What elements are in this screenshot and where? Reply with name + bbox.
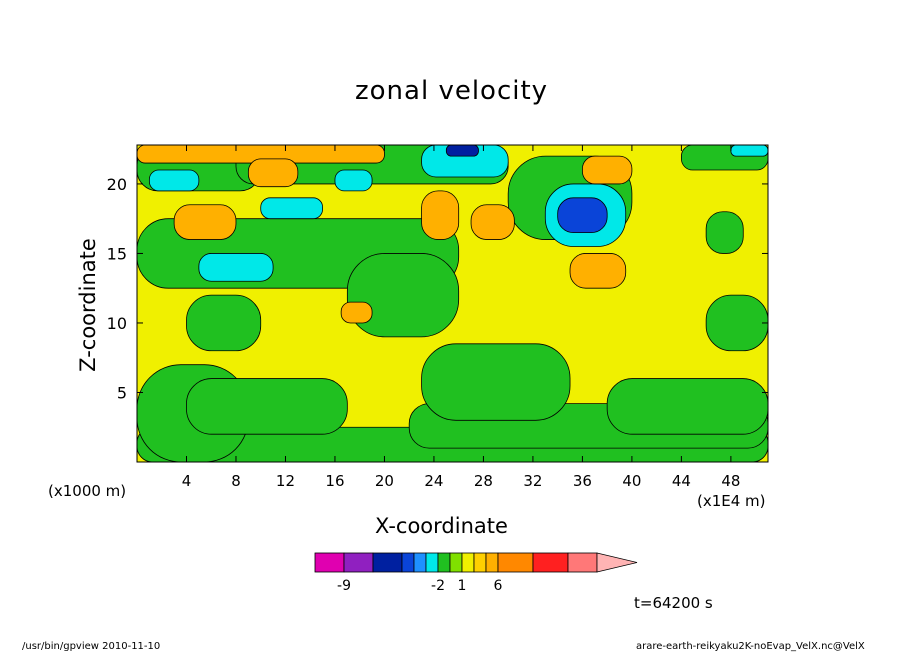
colorbar-swatch [314,552,345,573]
y-tick-label: 15 [107,244,127,263]
y-tick-group: 5 10 15 20 [107,175,768,402]
colorbar-swatch [497,552,534,573]
contour-fill-group [137,145,768,462]
x-tick-group: 4 8 12 16 20 24 28 32 36 40 44 48 [182,145,740,490]
contour-region-cyan [421,145,509,178]
contour-region-orange [421,190,460,240]
contour-region-green [421,343,571,421]
contour-region-green [186,378,348,435]
x-tick-label: 4 [182,472,192,490]
colorbar-extend-arrow [596,552,638,573]
contour-region-green [346,253,460,338]
colorbar-label: 1 [458,578,467,594]
y-tick-label: 20 [107,175,127,194]
x-tick-label: 40 [622,472,641,490]
colorbar-swatch [437,552,451,573]
footer-right: arare-earth-reikyaku2K-noEvap_VelX.nc@Ve… [636,641,865,652]
contour-region-cyan [148,169,200,192]
x-tick-label: 48 [721,472,740,490]
colorbar: -9 -2 1 6 [314,552,638,594]
x-tick-label: 20 [375,472,394,490]
contour-region-darkblue [445,145,479,157]
colorbar-label: 6 [494,578,503,594]
contour-region-green [606,378,768,435]
contour-region-orange [247,158,299,188]
colorbar-swatch [449,552,463,573]
colorbar-label: -2 [431,578,445,594]
contour-region-green [705,294,768,352]
contour-region-orange [569,253,627,289]
x-tick-label: 28 [474,472,493,490]
x-tick-label: 44 [672,472,691,490]
contour-region-green [705,211,744,254]
contour-region-orange [582,155,633,185]
colorbar-swatch [372,552,403,573]
colorbar-swatch [425,552,439,573]
x-unit-left: (x1000 m) [48,482,127,500]
colorbar-swatch [343,552,374,573]
contour-region-blue [557,197,608,233]
colorbar-swatch [567,552,598,573]
colorbar-swatch [473,552,487,573]
contour-region-cyan [198,253,274,282]
x-tick-label: 36 [573,472,592,490]
x-unit-right: (x1E4 m) [697,492,766,510]
colorbar-swatch [401,552,415,573]
colorbar-swatch [485,552,499,573]
footer-left: /usr/bin/gpview 2010-11-10 [22,641,161,652]
x-tick-label: 16 [325,472,344,490]
time-label: t=64200 s [634,594,713,612]
colorbar-swatch [461,552,475,573]
contour-region-cyan [334,169,373,192]
plot-frame [136,144,769,463]
contour-region-orange [470,204,515,240]
colorbar-swatch [413,552,427,573]
colorbar-swatch [532,552,569,573]
y-tick-label: 10 [107,314,127,333]
contour-region-green [186,294,262,352]
y-tick-label: 5 [117,383,127,402]
contour-region-cyan [260,197,323,220]
contour-region-orange [173,204,237,240]
x-tick-label: 32 [523,472,542,490]
contour-region-orange [340,301,373,324]
x-tick-label: 24 [424,472,443,490]
x-axis-label: X-coordinate [375,514,508,538]
contour-region-cyan [730,145,768,157]
chart-title: zonal velocity [355,76,549,106]
colorbar-label: -9 [337,578,351,594]
x-tick-label: 8 [231,472,241,490]
x-tick-label: 12 [276,472,295,490]
